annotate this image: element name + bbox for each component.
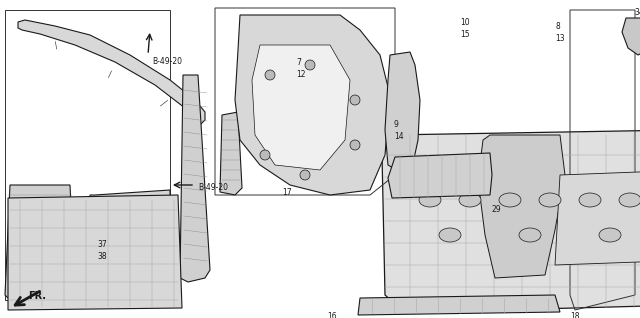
Ellipse shape (599, 228, 621, 242)
Text: 29: 29 (492, 205, 502, 214)
Polygon shape (478, 135, 565, 278)
Polygon shape (385, 52, 420, 172)
Polygon shape (8, 195, 182, 310)
Text: 14: 14 (394, 132, 404, 141)
Circle shape (265, 70, 275, 80)
Circle shape (300, 170, 310, 180)
Text: 9: 9 (394, 120, 399, 129)
Polygon shape (128, 220, 153, 238)
Ellipse shape (499, 193, 521, 207)
Ellipse shape (539, 193, 561, 207)
Text: FR.: FR. (28, 291, 46, 301)
Ellipse shape (419, 193, 441, 207)
Polygon shape (18, 20, 205, 125)
Text: 10: 10 (460, 18, 470, 27)
Polygon shape (388, 153, 492, 198)
Ellipse shape (579, 193, 601, 207)
Text: 7: 7 (296, 58, 301, 67)
Polygon shape (555, 170, 640, 265)
Polygon shape (180, 75, 210, 282)
Text: 17: 17 (282, 188, 292, 197)
Ellipse shape (519, 228, 541, 242)
Polygon shape (358, 295, 560, 315)
Text: 12: 12 (296, 70, 305, 79)
Text: 13: 13 (555, 34, 564, 43)
Polygon shape (235, 15, 390, 195)
Text: 34: 34 (634, 8, 640, 17)
Ellipse shape (439, 228, 461, 242)
Polygon shape (382, 130, 640, 310)
Text: 15: 15 (460, 30, 470, 39)
Text: B-49-20: B-49-20 (152, 57, 182, 66)
Polygon shape (220, 112, 242, 195)
Circle shape (260, 150, 270, 160)
Polygon shape (100, 220, 125, 238)
Text: 38: 38 (97, 252, 107, 261)
Text: 37: 37 (97, 240, 107, 249)
Polygon shape (5, 185, 75, 298)
Circle shape (350, 140, 360, 150)
Circle shape (305, 60, 315, 70)
Ellipse shape (619, 193, 640, 207)
Polygon shape (622, 18, 640, 55)
Text: B-49-20: B-49-20 (198, 183, 228, 192)
Polygon shape (88, 190, 172, 300)
Polygon shape (252, 45, 350, 170)
Circle shape (350, 95, 360, 105)
Text: 18: 18 (570, 312, 579, 318)
Ellipse shape (459, 193, 481, 207)
Text: 8: 8 (555, 22, 560, 31)
Text: 16: 16 (327, 312, 337, 318)
